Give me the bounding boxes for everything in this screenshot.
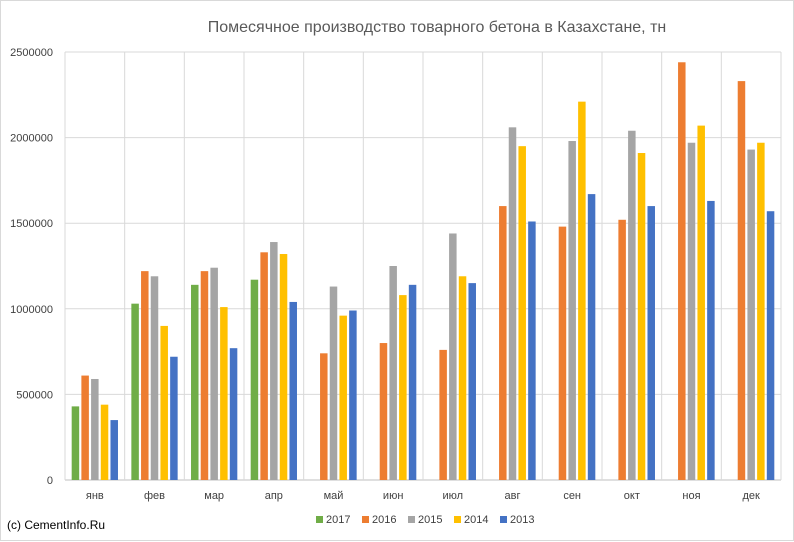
x-tick-label: фев xyxy=(144,490,165,502)
bar-2015-дек xyxy=(747,149,755,481)
bar-2014-дек xyxy=(757,142,765,480)
legend-label-2015: 2015 xyxy=(418,514,442,526)
bar-2014-апр xyxy=(279,254,288,480)
bar-2014-май xyxy=(339,315,347,480)
x-tick-label: дек xyxy=(742,490,760,502)
bar-2016-фев xyxy=(141,271,149,480)
bar-2015-июл xyxy=(449,233,457,480)
bar-2014-июл xyxy=(458,276,467,480)
bar-2013-янв xyxy=(110,420,118,480)
y-tick-label: 1500000 xyxy=(10,218,53,230)
bar-2016-июл xyxy=(439,349,447,480)
x-tick-label: янв xyxy=(86,490,104,502)
legend-label-2016: 2016 xyxy=(372,514,396,526)
bar-2013-июл xyxy=(468,283,476,480)
bar-2016-авг xyxy=(499,206,507,480)
bar-2017-фев xyxy=(131,303,139,480)
bar-2015-мар xyxy=(210,267,218,480)
legend-swatch-2013 xyxy=(500,516,507,523)
bar-2014-июн xyxy=(399,295,407,480)
bar-2016-окт xyxy=(618,219,626,480)
bar-2015-ноя xyxy=(687,142,696,480)
x-tick-label: май xyxy=(324,490,344,502)
bar-2013-авг xyxy=(528,221,536,480)
bar-2016-апр xyxy=(260,252,268,480)
bar-2014-ноя xyxy=(697,125,705,480)
bar-2016-май xyxy=(320,353,328,480)
legend-label-2013: 2013 xyxy=(510,514,534,526)
bar-2014-авг xyxy=(518,146,526,480)
bar-2013-фев xyxy=(170,356,178,480)
chart-title: Помесячное производство товарного бетона… xyxy=(208,19,666,36)
x-tick-label: авг xyxy=(505,490,521,502)
legend-swatch-2017 xyxy=(316,516,323,523)
bar-2015-окт xyxy=(628,130,636,480)
legend-swatch-2016 xyxy=(362,516,369,523)
y-tick-label: 1000000 xyxy=(10,304,53,316)
credit-text: (c) CementInfo.Ru xyxy=(7,518,106,532)
legend-label-2014: 2014 xyxy=(464,514,488,526)
y-tick-label: 0 xyxy=(47,475,53,487)
bar-2016-дек xyxy=(737,81,746,480)
bar-2016-мар xyxy=(200,271,209,480)
x-tick-label: июл xyxy=(443,490,464,502)
bar-2015-апр xyxy=(270,242,278,480)
bar-2015-май xyxy=(329,286,338,480)
bar-2015-сен xyxy=(568,141,576,481)
bar-2014-мар xyxy=(220,307,228,480)
bar-2013-июн xyxy=(408,284,417,480)
y-tick-label: 500000 xyxy=(16,389,53,401)
bar-2017-апр xyxy=(250,279,259,480)
bar-2014-фев xyxy=(160,325,168,480)
bar-2013-мар xyxy=(229,348,238,480)
bar-2014-янв xyxy=(100,404,109,480)
y-tick-label: 2500000 xyxy=(10,47,53,59)
bar-2016-июн xyxy=(379,343,388,480)
bar-2017-янв xyxy=(71,406,80,480)
bar-2015-авг xyxy=(508,127,517,480)
x-tick-label: мар xyxy=(204,490,224,502)
bar-2017-мар xyxy=(191,284,199,480)
bar-2013-дек xyxy=(766,211,775,480)
bar-2014-сен xyxy=(578,101,586,480)
legend-label-2017: 2017 xyxy=(326,514,350,526)
bar-2016-ноя xyxy=(678,62,686,480)
bar-2016-янв xyxy=(81,375,89,480)
bar-2013-ноя xyxy=(707,200,715,480)
legend-swatch-2014 xyxy=(454,516,461,523)
bar-2013-апр xyxy=(289,301,297,480)
y-tick-label: 2000000 xyxy=(10,133,53,145)
bar-2015-июн xyxy=(389,266,397,480)
bar-2015-фев xyxy=(150,276,159,480)
legend-swatch-2015 xyxy=(408,516,415,523)
x-tick-label: сен xyxy=(563,490,581,502)
bar-2015-янв xyxy=(91,378,99,480)
x-tick-label: июн xyxy=(383,490,403,502)
x-tick-label: окт xyxy=(624,490,640,502)
bar-2016-сен xyxy=(558,226,567,480)
bar-2013-май xyxy=(349,310,357,480)
bar-2013-окт xyxy=(647,206,655,480)
x-tick-label: апр xyxy=(265,490,283,502)
bar-2014-окт xyxy=(637,153,646,480)
bar-2013-сен xyxy=(587,194,596,480)
x-tick-label: ноя xyxy=(682,490,700,502)
